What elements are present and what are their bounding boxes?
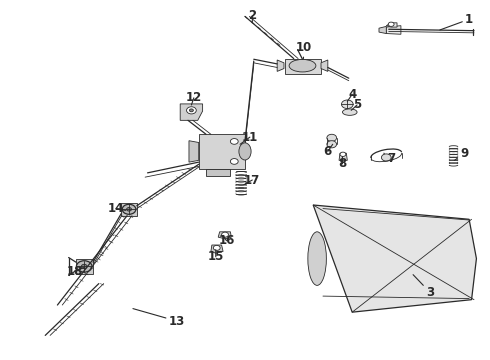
Text: 9: 9 — [455, 147, 468, 160]
Polygon shape — [76, 259, 93, 274]
Circle shape — [221, 232, 228, 237]
Text: 4: 4 — [347, 88, 356, 102]
Ellipse shape — [308, 232, 326, 285]
Circle shape — [81, 264, 87, 269]
Polygon shape — [277, 60, 284, 71]
Text: 8: 8 — [338, 157, 346, 170]
Polygon shape — [180, 104, 202, 120]
Text: 10: 10 — [295, 41, 312, 59]
Text: 17: 17 — [244, 174, 260, 186]
Circle shape — [327, 141, 337, 148]
Polygon shape — [199, 134, 245, 168]
Circle shape — [190, 109, 194, 112]
Circle shape — [122, 204, 136, 214]
Polygon shape — [286, 59, 321, 73]
Circle shape — [347, 110, 353, 114]
Text: 11: 11 — [240, 131, 258, 144]
Polygon shape — [121, 203, 137, 216]
Circle shape — [388, 22, 394, 26]
Text: 3: 3 — [413, 275, 434, 299]
Text: 2: 2 — [248, 9, 256, 23]
Text: 1: 1 — [440, 13, 473, 30]
Polygon shape — [211, 245, 223, 253]
Text: 14: 14 — [108, 202, 125, 215]
Ellipse shape — [289, 59, 316, 72]
Polygon shape — [386, 26, 401, 34]
Text: 15: 15 — [208, 249, 224, 263]
Text: 16: 16 — [219, 234, 235, 247]
Polygon shape — [386, 23, 397, 27]
Ellipse shape — [239, 143, 251, 160]
Circle shape — [297, 62, 307, 69]
Text: 12: 12 — [186, 91, 202, 105]
Polygon shape — [321, 60, 328, 71]
Polygon shape — [218, 232, 231, 239]
Polygon shape — [379, 26, 386, 33]
Circle shape — [230, 139, 238, 144]
Circle shape — [381, 154, 391, 161]
Circle shape — [230, 158, 238, 164]
Text: 7: 7 — [384, 152, 395, 165]
Circle shape — [76, 261, 92, 272]
Polygon shape — [313, 205, 476, 312]
Circle shape — [342, 100, 353, 109]
Polygon shape — [206, 168, 230, 176]
Text: 5: 5 — [351, 99, 361, 112]
Polygon shape — [189, 141, 199, 162]
Polygon shape — [339, 153, 347, 160]
Text: 6: 6 — [324, 144, 333, 158]
Text: 18: 18 — [66, 265, 84, 278]
Circle shape — [340, 152, 346, 157]
Circle shape — [327, 134, 337, 141]
Text: 13: 13 — [133, 309, 185, 328]
Ellipse shape — [343, 109, 357, 115]
Circle shape — [187, 107, 196, 114]
Circle shape — [213, 246, 220, 250]
Circle shape — [126, 207, 131, 211]
